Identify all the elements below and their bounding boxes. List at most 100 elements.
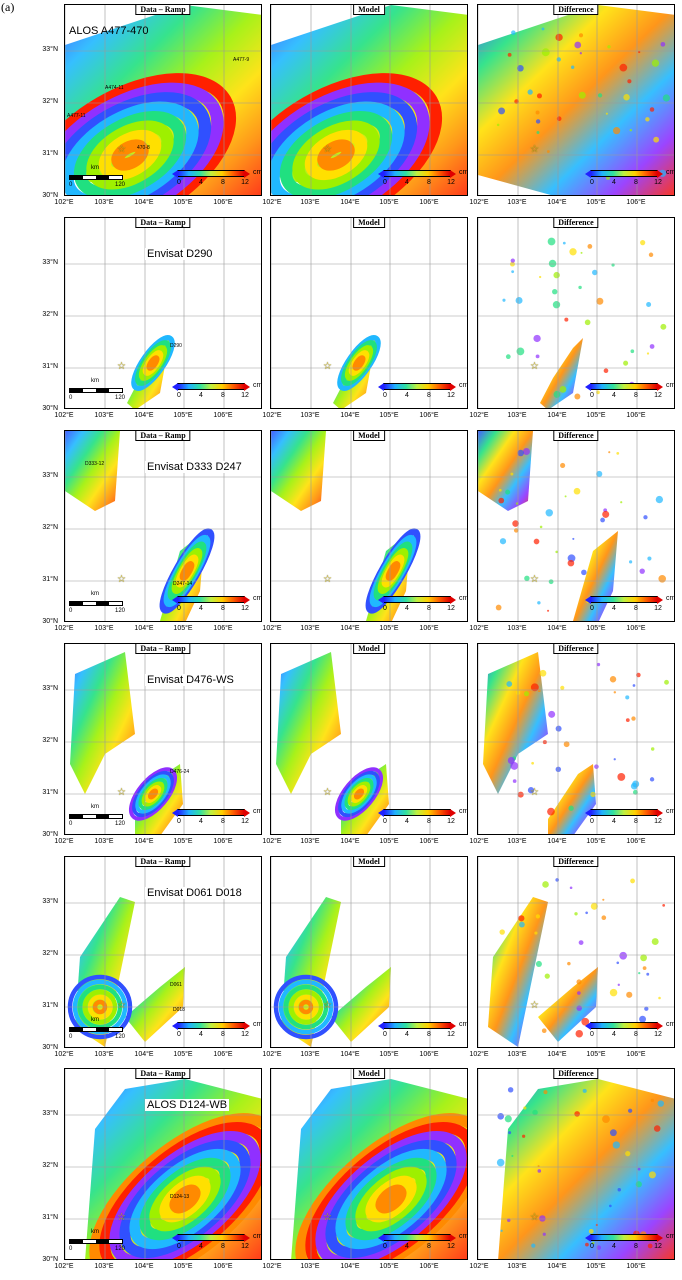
fringe-ring [159,1175,211,1223]
residual-speckle [587,244,593,249]
colorbar-tick-label: 12 [447,1243,455,1250]
residual-speckle [623,94,630,101]
residual-speckle [523,691,530,697]
residual-speckle [605,112,608,115]
residual-speckle [639,568,645,574]
frame-label: D290 [170,343,182,349]
colorbar-tick-label: 0 [590,392,594,399]
residual-speckle [625,695,630,700]
longitude-label: 106°E [626,838,646,845]
panel-row2-data: Data – Ramp ☆ cm 0 4 8 12 Envisat D290 D290 km 0 12… [64,217,262,409]
panel-row3-data: Data – Ramp ☆ cm 0 4 8 12 Envisat D333 D247 D333… [64,430,262,622]
residual-speckle [597,93,603,98]
colorbar-tick-label: 12 [447,179,455,186]
residual-speckle [541,27,545,31]
fringe-ring [99,1122,261,1259]
residual-speckle [637,1167,641,1171]
panel-row4-data: Data – Ramp ☆ cm 0 4 8 12 Envisat D476-WS D476-2… [64,643,262,835]
colorbar-tick-label: 8 [221,818,225,825]
colorbar-tick-label: 4 [199,605,203,612]
residual-speckle [504,1115,512,1123]
residual-speckle [643,515,648,520]
colorbar-tick-label: 12 [241,1243,249,1250]
longitude-label: 104°E [547,625,567,632]
longitude-label: 106°E [419,1263,439,1270]
residual-speckle [512,520,519,527]
residual-speckle [609,1129,617,1137]
colorbar-tick-label: 4 [199,179,203,186]
residual-speckle [578,940,584,946]
residual-speckle [556,57,561,62]
longitude-label: 106°E [213,838,233,845]
residual-speckle [664,679,669,685]
residual-speckle [640,954,648,962]
map-canvas [271,1069,467,1259]
longitude-label: 105°E [379,1263,399,1270]
frame-label: A477-11 [67,113,86,119]
scale-max: 120 [115,182,126,188]
fringe-ring [305,1122,467,1259]
track-label: Envisat D333 D247 [145,461,244,473]
longitude-label: 103°E [300,412,320,419]
residual-speckle [507,1087,514,1093]
residual-speckle [537,1165,540,1168]
colorbar-tick-label: 8 [427,605,431,612]
residual-speckle [584,319,591,326]
residual-speckle [574,41,582,49]
residual-speckle [612,1141,620,1149]
residual-speckle [619,951,628,960]
residual-speckle [629,560,633,564]
residual-speckle [655,495,664,504]
residual-speckle [609,676,617,683]
latitude-label: 31°N [42,576,58,583]
colorbar-unit: cm [253,1021,262,1028]
longitude-label: 102°E [54,199,74,206]
fringe-ring [132,770,174,818]
scale-unit: km [91,591,99,597]
panel-title: Difference [553,218,599,228]
epicenter-star-icon: ☆ [117,144,126,155]
longitude-label: 105°E [173,1263,193,1270]
longitude-label: 105°E [586,625,606,632]
residual-speckle [647,1243,653,1249]
residual-speckle [588,1228,594,1234]
residual-speckle [530,683,539,692]
fringe-ring [98,129,162,181]
residual-speckle [631,716,636,721]
fringe-ring [353,788,365,800]
fringe-ring [144,785,162,803]
residual-speckle [660,323,667,330]
longitude-label: 104°E [340,1051,360,1058]
fringe-ring [345,1157,437,1241]
scale-max: 120 [115,608,126,614]
colorbar-tick-label: 0 [383,1243,387,1250]
colorbar-tick-label: 0 [177,1243,181,1250]
longitude-label: 105°E [379,412,399,419]
residual-speckle [527,89,533,95]
residual-speckle [662,904,666,907]
epicenter-star-icon: ☆ [117,787,126,798]
longitude-label: 102°E [54,412,74,419]
longitude-label: 103°E [507,625,527,632]
frame-label: D247-14 [173,581,193,587]
epicenter-star-icon: ☆ [530,144,539,155]
residual-speckle [616,961,620,965]
colorbar-tick-label: 0 [383,818,387,825]
longitude-label: 104°E [134,838,154,845]
map-canvas [271,218,467,408]
longitude-label: 105°E [379,625,399,632]
colorbar-gradient [172,170,250,178]
residual-speckle [590,902,598,910]
longitude-label: 106°E [626,199,646,206]
residual-speckle [647,556,652,561]
residual-speckle [499,929,505,935]
fringe-ring [335,767,383,821]
residual-speckle [627,1108,633,1113]
residual-speckle [555,878,559,882]
interferogram-swath [498,1079,674,1259]
longitude-label: 103°E [507,1051,527,1058]
map-canvas [478,857,674,1047]
latitude-label: 31°N [42,1002,58,1009]
residual-speckle [590,791,596,798]
longitude-label: 104°E [547,838,567,845]
